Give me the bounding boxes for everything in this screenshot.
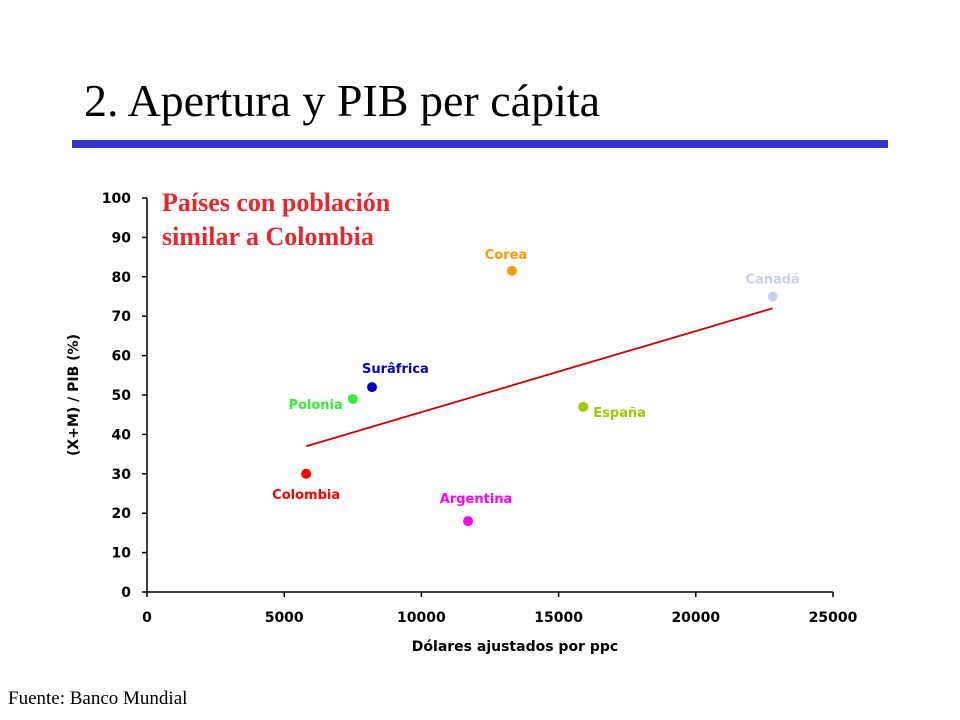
- point-corea: [506, 265, 517, 276]
- point-label-canada: Canadá: [745, 273, 799, 288]
- point-canada: [767, 291, 778, 302]
- point-label-colombia: Colombia: [272, 488, 340, 503]
- x-tick-label: 20000: [671, 610, 720, 626]
- point-label-corea: Corea: [485, 248, 527, 263]
- y-tick-label: 70: [112, 309, 132, 325]
- y-tick-label: 100: [102, 191, 131, 207]
- point-polonia: [347, 393, 358, 404]
- y-tick-label: 80: [112, 270, 132, 286]
- x-tick-label: 15000: [534, 610, 583, 626]
- point-label-espana: España: [593, 406, 646, 421]
- point-argentina: [463, 516, 474, 527]
- chart-title: Países con población similar a Colombia: [162, 186, 390, 254]
- x-tick-label: 10000: [397, 610, 446, 626]
- point-label-argentina: Argentina: [440, 492, 513, 507]
- y-tick-label: 40: [112, 427, 132, 443]
- x-axis-title: Dólares ajustados por ppc: [412, 639, 618, 655]
- x-tick-label: 0: [142, 610, 152, 626]
- y-tick-label: 0: [121, 585, 131, 601]
- x-tick-label: 25000: [809, 610, 858, 626]
- y-tick-label: 60: [112, 349, 132, 365]
- point-espana: [578, 401, 589, 412]
- title-underline: [72, 140, 888, 148]
- page-title: 2. Apertura y PIB per cápita: [84, 75, 601, 126]
- point-colombia: [301, 468, 312, 479]
- y-tick-label: 10: [112, 546, 132, 562]
- x-tick-label: 5000: [265, 610, 304, 626]
- point-label-polonia: Polonia: [288, 398, 342, 413]
- chart-title-line-1: Países con población: [162, 188, 391, 217]
- y-tick-label: 30: [112, 467, 132, 483]
- point-label-surafrica: Surâfrica: [362, 362, 429, 377]
- source-note: Fuente: Banco Mundial: [8, 688, 188, 709]
- trendline: [305, 307, 773, 448]
- y-tick-label: 20: [112, 506, 132, 522]
- point-surafrica: [367, 382, 378, 393]
- y-tick-label: 90: [112, 230, 132, 246]
- y-tick-label: 50: [112, 388, 132, 404]
- chart-title-line-2: similar a Colombia: [162, 222, 374, 251]
- y-axis-title: (X+M) / PIB (%): [66, 334, 82, 456]
